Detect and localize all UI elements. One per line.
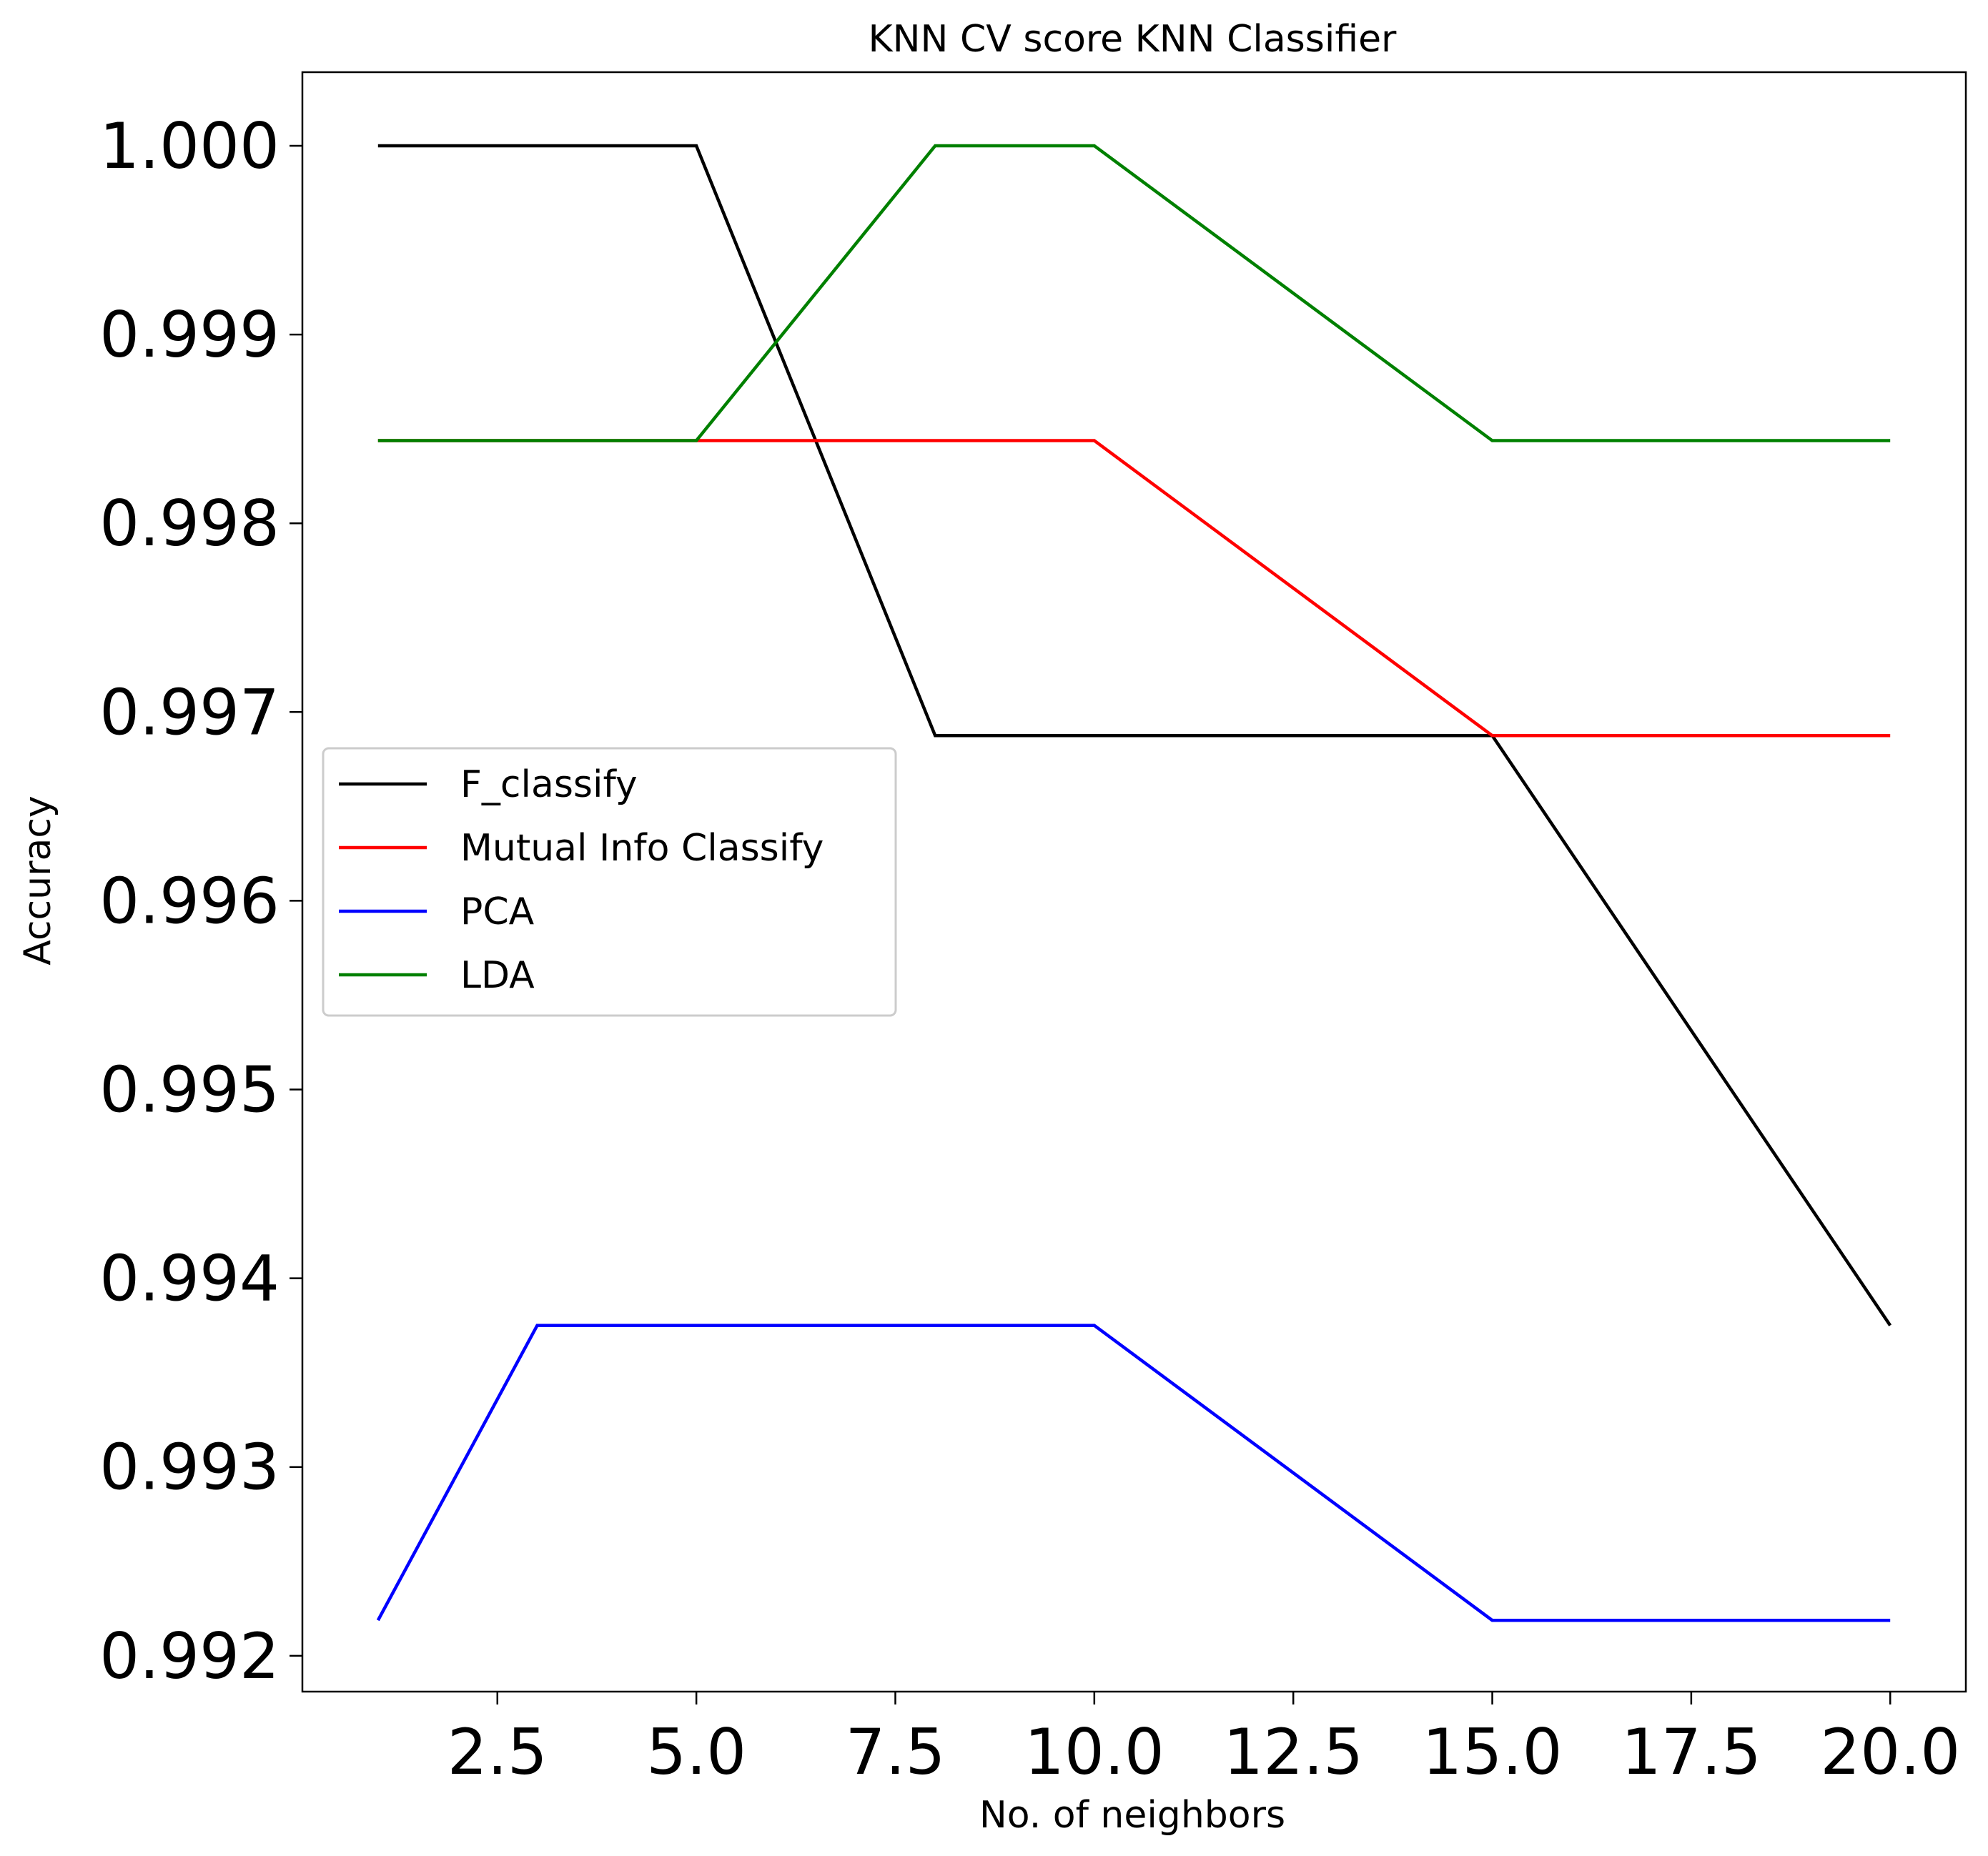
series-lines bbox=[376, 144, 1892, 1622]
y-tick-label: 0.999 bbox=[99, 298, 280, 372]
chart-title: KNN CV score KNN Classifier bbox=[869, 18, 1398, 61]
x-tick-label: 12.5 bbox=[1223, 1715, 1363, 1789]
legend-label-pca: PCA bbox=[460, 890, 535, 933]
legend-label-f-classify: F_classify bbox=[460, 763, 638, 806]
legend-label-mutual-info-classify: Mutual Info Classify bbox=[460, 827, 824, 870]
plot-frame bbox=[301, 71, 1967, 1693]
y-tick-label: 0.998 bbox=[99, 487, 280, 560]
legend: F_classify Mutual Info Classify PCA LDA bbox=[322, 747, 897, 1017]
x-tick-label: 5.0 bbox=[646, 1715, 746, 1789]
series-line-pca bbox=[376, 1324, 1891, 1622]
x-tick-label: 20.0 bbox=[1820, 1715, 1960, 1789]
y-tick-label: 0.992 bbox=[99, 1619, 280, 1693]
x-tick-label: 10.0 bbox=[1024, 1715, 1164, 1789]
plot-area bbox=[301, 71, 1967, 1693]
x-tick-label: 2.5 bbox=[447, 1715, 548, 1789]
legend-label-lda: LDA bbox=[460, 954, 535, 997]
x-axis-label: No. of neighbors bbox=[979, 1794, 1285, 1837]
y-tick-label: 0.993 bbox=[99, 1431, 280, 1504]
x-axis: 2.5 5.0 7.5 10.0 12.5 15.0 17.5 20.0 bbox=[447, 1692, 1960, 1789]
x-tick-label: 17.5 bbox=[1621, 1715, 1761, 1789]
y-axis: 0.992 0.993 0.994 0.995 0.996 0.997 0.998 0.999… bbox=[99, 109, 302, 1693]
y-axis-label: Accuracy bbox=[16, 795, 59, 965]
y-tick-label: 0.995 bbox=[99, 1053, 280, 1127]
x-tick-label: 15.0 bbox=[1423, 1715, 1563, 1789]
y-tick-label: 0.996 bbox=[99, 864, 280, 938]
series-line-lda bbox=[377, 144, 1891, 442]
y-tick-label: 0.994 bbox=[99, 1242, 280, 1316]
y-tick-label: 1.000 bbox=[99, 109, 280, 183]
y-tick-label: 0.997 bbox=[99, 675, 280, 749]
x-tick-label: 7.5 bbox=[846, 1715, 946, 1789]
legend-box bbox=[322, 747, 897, 1017]
